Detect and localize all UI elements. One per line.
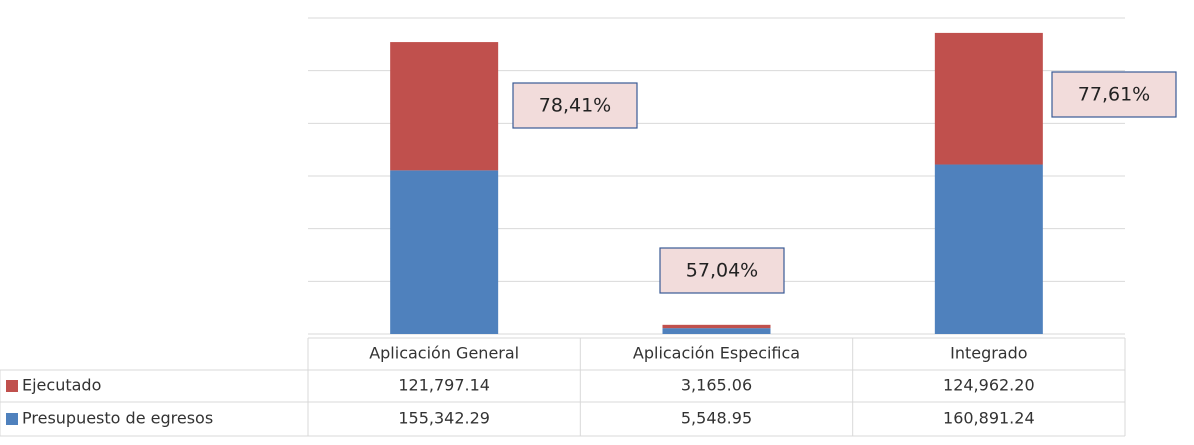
- bar: [662, 328, 771, 334]
- annotation: 77,61%: [1078, 84, 1150, 106]
- legend-label: Ejecutado: [22, 376, 101, 395]
- x-tick-label: Aplicación Especifica: [633, 344, 800, 363]
- bar: [390, 42, 499, 171]
- annotation-box: [1051, 71, 1177, 118]
- legend-key: [6, 413, 18, 425]
- table-cell: 5,548.95: [681, 409, 752, 428]
- bar: [934, 164, 1043, 334]
- x-tick-label: Integrado: [950, 344, 1027, 363]
- x-tick-label: Aplicación General: [369, 344, 519, 363]
- table-cell: 121,797.14: [398, 376, 490, 395]
- bar: [934, 32, 1043, 165]
- annotation: 57,04%: [686, 260, 758, 282]
- table-cell: 124,962.20: [943, 376, 1035, 395]
- annotation-box: [659, 247, 785, 294]
- legend-key: [6, 380, 18, 392]
- bar: [390, 170, 499, 334]
- table-cell: 3,165.06: [681, 376, 752, 395]
- annotation: 78,41%: [539, 95, 611, 117]
- legend-label: Presupuesto de egresos: [22, 409, 213, 428]
- table-cell: 155,342.29: [398, 409, 490, 428]
- bar: [662, 324, 771, 329]
- annotation-box: [512, 82, 638, 129]
- table-cell: 160,891.24: [943, 409, 1035, 428]
